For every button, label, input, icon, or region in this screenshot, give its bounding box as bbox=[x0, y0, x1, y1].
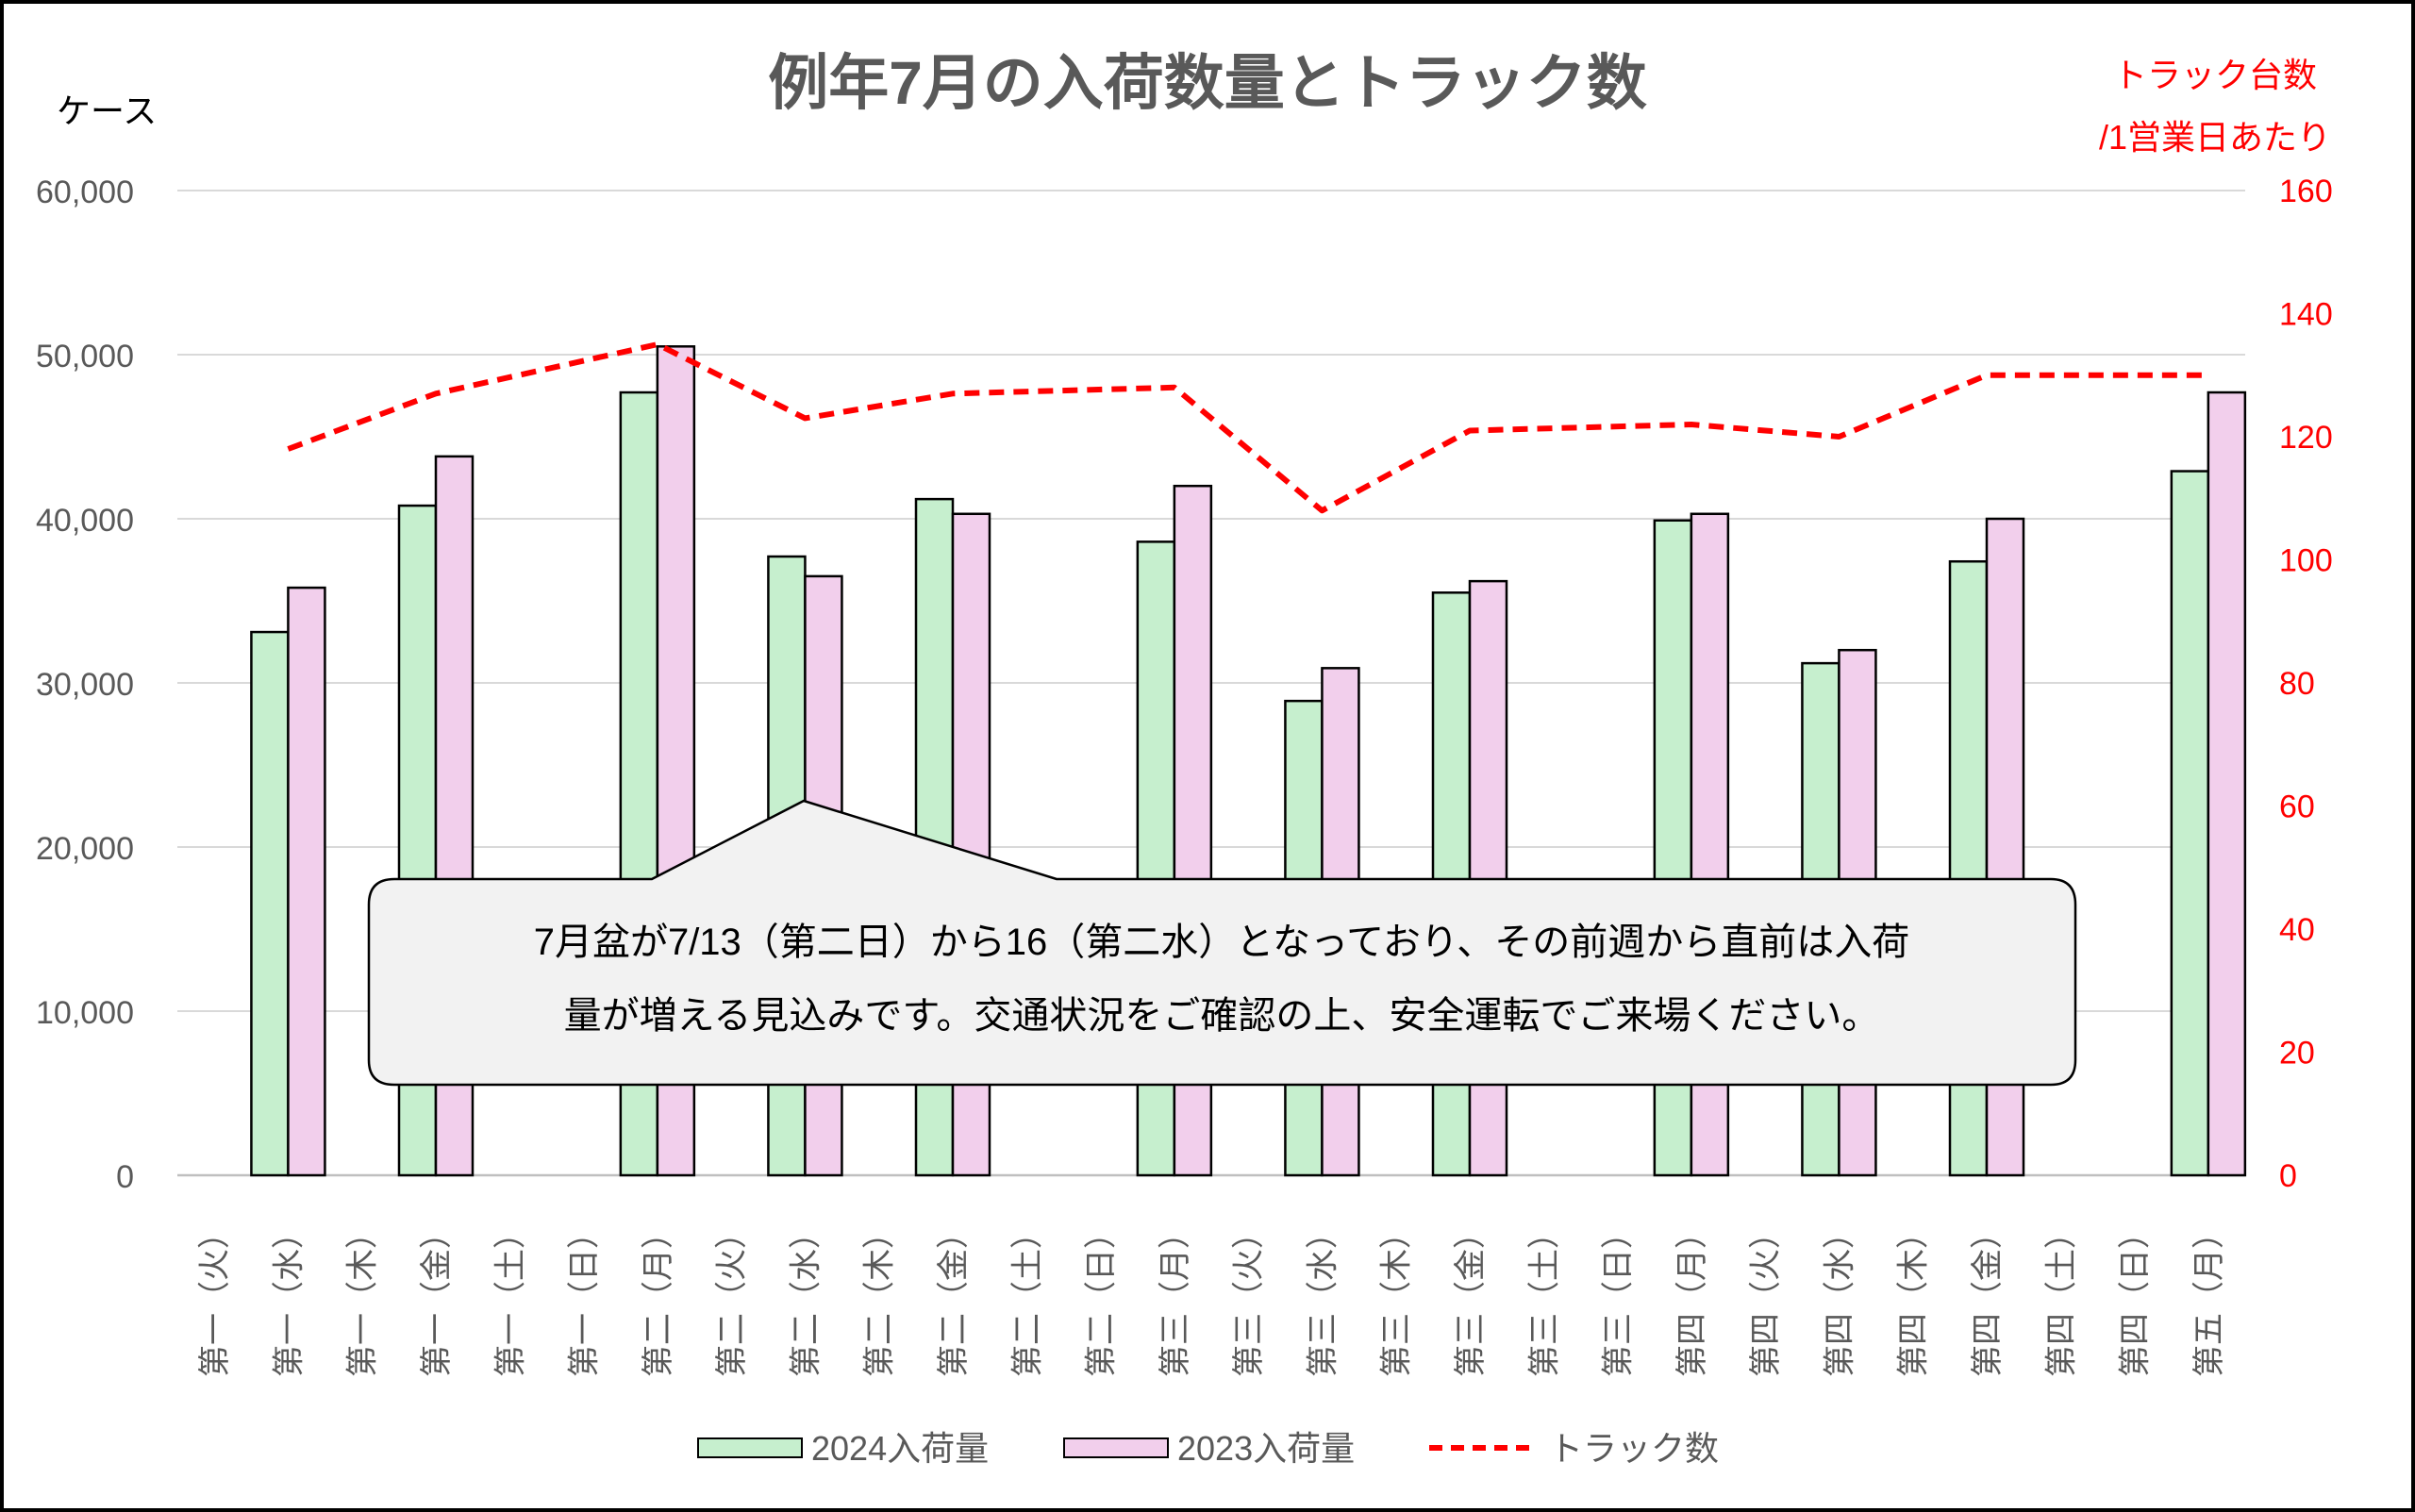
x-tick-label: 第一（木） bbox=[345, 1217, 381, 1377]
x-tick-label: 第二（木） bbox=[862, 1217, 898, 1377]
chart-title: 例年7月の入荷数量とトラック数 bbox=[768, 49, 1647, 117]
x-tick-label: 第三（火） bbox=[1231, 1217, 1267, 1377]
y-tick-label: 0 bbox=[116, 1159, 134, 1195]
y-axis-label: ケース bbox=[57, 91, 157, 130]
x-tick-label: 第二（月） bbox=[641, 1217, 676, 1377]
y2-tick-label: 40 bbox=[2279, 912, 2315, 948]
x-tick-label: 第四（金） bbox=[1970, 1217, 2006, 1377]
x-tick-label: 第一（金） bbox=[419, 1217, 455, 1377]
y-tick-label: 20,000 bbox=[36, 831, 134, 867]
annotation-text-line2: 量が増える見込みです。交通状況をご確認の上、安全運転でご来場ください。 bbox=[564, 995, 1880, 1037]
x-tick-label: 第二（土） bbox=[1009, 1217, 1045, 1377]
x-tick-label: 第四（火） bbox=[1748, 1217, 1784, 1377]
y-tick-label: 60,000 bbox=[36, 174, 134, 210]
y2-axis-ticks: 0 20 40 60 80 100 120 140 160 bbox=[2279, 174, 2333, 1194]
y2-tick-label: 0 bbox=[2279, 1158, 2297, 1194]
legend-label-2024: 2024入荷量 bbox=[811, 1429, 989, 1468]
y-tick-label: 40,000 bbox=[36, 503, 134, 539]
bar-2023 bbox=[287, 586, 326, 1177]
x-tick-label: 第四（日） bbox=[2118, 1217, 2154, 1377]
x-tick-label: 第二（火） bbox=[714, 1217, 750, 1377]
y2-axis-label-line2: /1営業日あたり bbox=[2099, 118, 2331, 157]
annotation-callout-shape bbox=[367, 799, 2077, 1087]
truck-line-path bbox=[287, 341, 2208, 514]
x-tick-label: 第五（月） bbox=[2191, 1217, 2227, 1377]
x-tick-label: 第三（日） bbox=[1601, 1217, 1637, 1377]
y2-tick-label: 100 bbox=[2279, 543, 2333, 579]
legend-label-truck: トラック数 bbox=[1549, 1429, 1719, 1468]
x-tick-label: 第三（金） bbox=[1453, 1217, 1489, 1377]
x-tick-label: 第三（木） bbox=[1379, 1217, 1415, 1377]
y2-tick-label: 160 bbox=[2279, 174, 2333, 209]
y2-tick-label: 120 bbox=[2279, 420, 2333, 456]
y2-tick-label: 80 bbox=[2279, 666, 2315, 702]
x-tick-label: 第三（水） bbox=[1305, 1217, 1341, 1377]
x-tick-label: 第三（土） bbox=[1526, 1217, 1562, 1377]
legend-swatch-2024 bbox=[697, 1437, 803, 1458]
bar-2024 bbox=[2170, 470, 2210, 1177]
bar-2024 bbox=[250, 630, 290, 1177]
x-tick-label: 第二（日） bbox=[1084, 1217, 1120, 1377]
annotation-callout: 7月盆が7/13（第二日）から16（第二水）となっており、その前週から直前は入荷… bbox=[367, 799, 2077, 1087]
legend-swatch-2023 bbox=[1063, 1437, 1169, 1458]
y-axis-ticks: 0 10,000 20,000 30,000 40,000 50,000 60,000 bbox=[36, 174, 134, 1195]
y2-tick-label: 60 bbox=[2279, 789, 2315, 825]
annotation-text-line1: 7月盆が7/13（第二日）から16（第二水）となっており、その前週から直前は入荷 bbox=[534, 922, 1910, 963]
y-tick-label: 50,000 bbox=[36, 339, 134, 374]
x-tick-label: 第三（月） bbox=[1158, 1217, 1193, 1377]
y2-tick-label: 140 bbox=[2279, 297, 2333, 333]
truck-line bbox=[287, 341, 2208, 514]
y-tick-label: 30,000 bbox=[36, 667, 134, 703]
x-tick-label: 第四（土） bbox=[2043, 1217, 2079, 1377]
y-tick-label: 10,000 bbox=[36, 995, 134, 1031]
legend-label-2023: 2023入荷量 bbox=[1177, 1429, 1355, 1468]
y2-tick-label: 20 bbox=[2279, 1036, 2315, 1072]
x-tick-label: 第二（水） bbox=[788, 1217, 824, 1377]
x-tick-label: 第一（水） bbox=[271, 1217, 307, 1377]
x-tick-label: 第一（日） bbox=[567, 1217, 603, 1377]
x-tick-label: 第二（金） bbox=[936, 1217, 972, 1377]
legend: 2024入荷量 2023入荷量 トラック数 bbox=[697, 1429, 1719, 1468]
x-axis-labels: 第一（火） 第一（水） 第一（木） 第一（金） 第一（土） 第一（日） 第二（月） 第二（火）… bbox=[197, 1217, 2227, 1377]
bar-2023 bbox=[2207, 390, 2247, 1177]
x-tick-label: 第一（土） bbox=[492, 1217, 528, 1377]
x-tick-label: 第四（月） bbox=[1674, 1217, 1710, 1377]
x-tick-label: 第四（木） bbox=[1896, 1217, 1932, 1377]
y2-axis-label-line1: トラック台数 bbox=[2113, 56, 2317, 94]
x-tick-label: 第四（水） bbox=[1822, 1217, 1857, 1377]
x-tick-label: 第一（火） bbox=[197, 1217, 233, 1377]
